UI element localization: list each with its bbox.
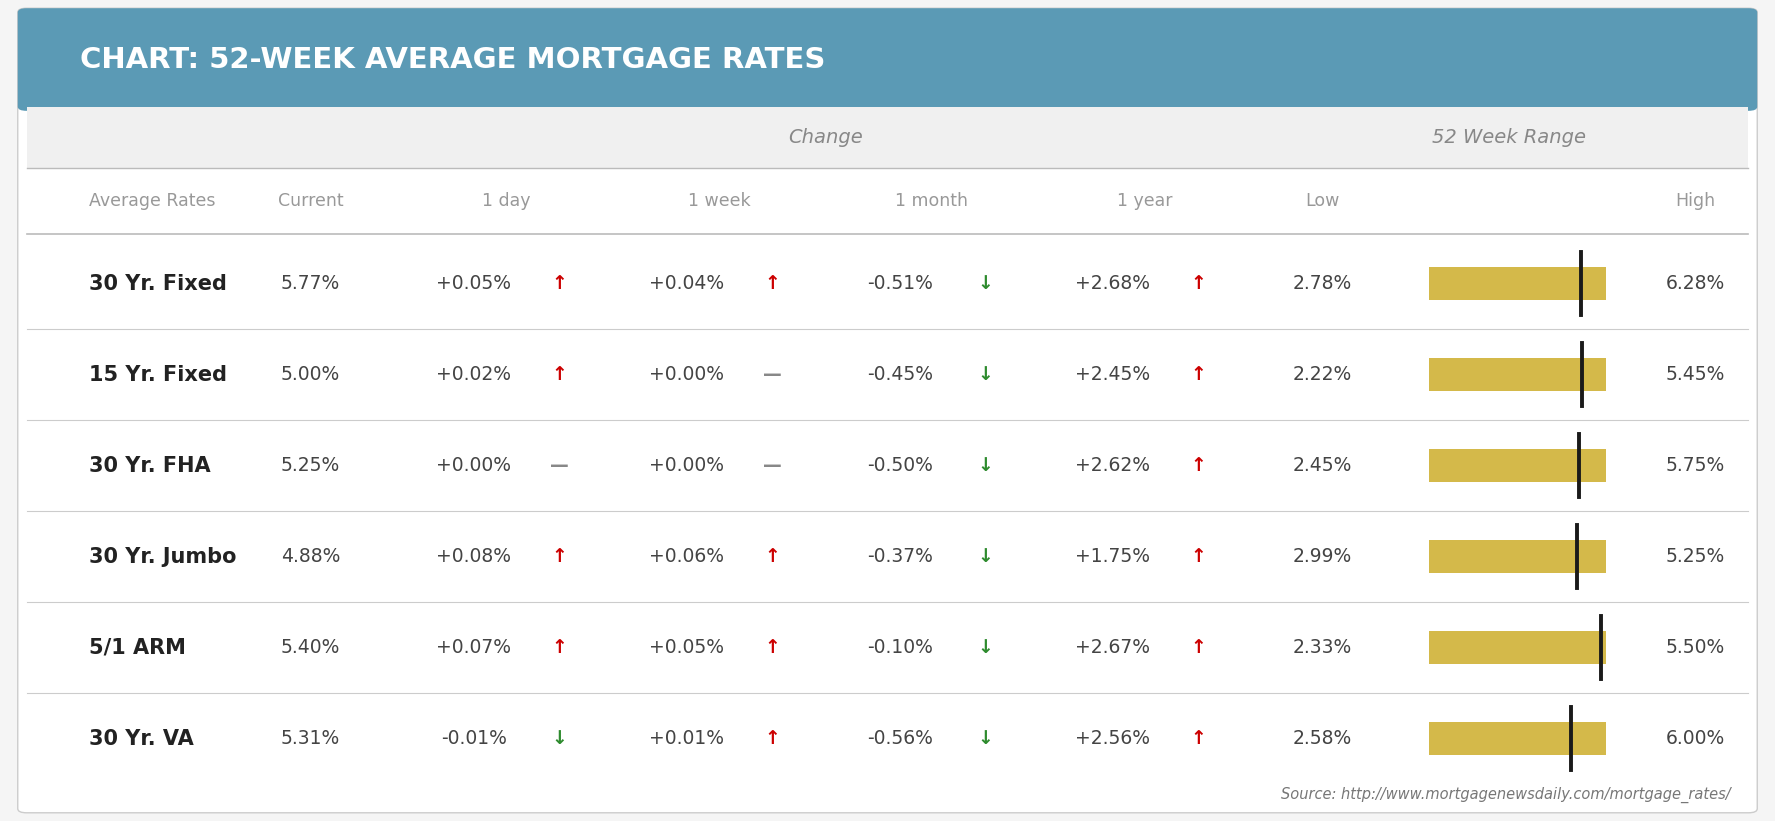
Text: 5.45%: 5.45% xyxy=(1665,365,1725,384)
Text: —: — xyxy=(763,365,781,384)
Text: -0.50%: -0.50% xyxy=(866,456,934,475)
Text: 1 day: 1 day xyxy=(481,192,531,210)
Text: +0.00%: +0.00% xyxy=(437,456,511,475)
Bar xyxy=(1429,540,1606,573)
Text: Current: Current xyxy=(279,192,343,210)
Text: Average Rates: Average Rates xyxy=(89,192,215,210)
Text: 5.77%: 5.77% xyxy=(280,274,341,293)
Text: ↑: ↑ xyxy=(1191,365,1205,384)
Text: ↓: ↓ xyxy=(978,274,992,293)
Text: 5.31%: 5.31% xyxy=(280,729,341,748)
Text: -0.56%: -0.56% xyxy=(866,729,934,748)
Text: ↑: ↑ xyxy=(765,638,779,657)
Text: 5.25%: 5.25% xyxy=(280,456,341,475)
Text: +0.05%: +0.05% xyxy=(437,274,511,293)
Text: 5.40%: 5.40% xyxy=(280,638,341,657)
Text: ↓: ↓ xyxy=(978,547,992,566)
Text: 4.88%: 4.88% xyxy=(280,547,341,566)
Text: 30 Yr. FHA: 30 Yr. FHA xyxy=(89,456,211,475)
Text: 6.00%: 6.00% xyxy=(1665,729,1725,748)
Text: ↑: ↑ xyxy=(552,365,566,384)
Text: 2.58%: 2.58% xyxy=(1292,729,1353,748)
Text: ↑: ↑ xyxy=(765,729,779,748)
Text: +0.00%: +0.00% xyxy=(650,365,724,384)
Text: -0.37%: -0.37% xyxy=(866,547,934,566)
Text: +0.00%: +0.00% xyxy=(650,456,724,475)
Text: 5/1 ARM: 5/1 ARM xyxy=(89,638,186,658)
Text: —: — xyxy=(550,456,568,475)
Text: +2.68%: +2.68% xyxy=(1076,274,1150,293)
Text: ↑: ↑ xyxy=(552,638,566,657)
Text: 2.45%: 2.45% xyxy=(1292,456,1353,475)
FancyBboxPatch shape xyxy=(18,8,1757,813)
Text: Change: Change xyxy=(788,128,863,147)
Text: ↓: ↓ xyxy=(552,729,566,748)
Text: 6.28%: 6.28% xyxy=(1665,274,1725,293)
Text: +0.05%: +0.05% xyxy=(650,638,724,657)
Text: Low: Low xyxy=(1305,192,1340,210)
Text: 2.33%: 2.33% xyxy=(1292,638,1353,657)
Text: 15 Yr. Fixed: 15 Yr. Fixed xyxy=(89,365,227,384)
Text: +2.62%: +2.62% xyxy=(1076,456,1150,475)
Text: CHART: 52-WEEK AVERAGE MORTGAGE RATES: CHART: 52-WEEK AVERAGE MORTGAGE RATES xyxy=(80,45,825,74)
Text: +2.45%: +2.45% xyxy=(1076,365,1150,384)
Text: ↑: ↑ xyxy=(765,547,779,566)
FancyBboxPatch shape xyxy=(18,8,1757,111)
Text: 1 year: 1 year xyxy=(1116,192,1173,210)
Text: +2.56%: +2.56% xyxy=(1076,729,1150,748)
Text: 5.75%: 5.75% xyxy=(1665,456,1725,475)
Text: 30 Yr. Jumbo: 30 Yr. Jumbo xyxy=(89,547,236,566)
Text: +0.06%: +0.06% xyxy=(650,547,724,566)
Text: 2.99%: 2.99% xyxy=(1292,547,1353,566)
Text: 2.78%: 2.78% xyxy=(1292,274,1353,293)
Text: ↓: ↓ xyxy=(978,456,992,475)
Text: ↑: ↑ xyxy=(1191,547,1205,566)
Text: ↑: ↑ xyxy=(1191,638,1205,657)
Bar xyxy=(1429,358,1606,391)
Text: +0.04%: +0.04% xyxy=(650,274,724,293)
Text: 1 week: 1 week xyxy=(687,192,751,210)
Bar xyxy=(1429,267,1606,300)
Text: ↑: ↑ xyxy=(1191,274,1205,293)
Text: ↓: ↓ xyxy=(978,365,992,384)
Text: 52 Week Range: 52 Week Range xyxy=(1432,128,1585,147)
Text: 5.00%: 5.00% xyxy=(280,365,341,384)
Text: +0.02%: +0.02% xyxy=(437,365,511,384)
Text: -0.51%: -0.51% xyxy=(866,274,934,293)
Text: -0.10%: -0.10% xyxy=(866,638,934,657)
Bar xyxy=(1429,449,1606,482)
Bar xyxy=(1429,722,1606,755)
Text: -0.45%: -0.45% xyxy=(866,365,934,384)
Bar xyxy=(27,107,1748,168)
Text: ↑: ↑ xyxy=(1191,729,1205,748)
Text: ↑: ↑ xyxy=(552,274,566,293)
Text: High: High xyxy=(1676,192,1715,210)
Text: ↑: ↑ xyxy=(1191,456,1205,475)
Text: +2.67%: +2.67% xyxy=(1076,638,1150,657)
Bar xyxy=(1429,631,1606,664)
Text: 30 Yr. VA: 30 Yr. VA xyxy=(89,728,193,749)
Text: —: — xyxy=(763,456,781,475)
Text: ↑: ↑ xyxy=(552,547,566,566)
Text: 5.25%: 5.25% xyxy=(1665,547,1725,566)
Text: +0.01%: +0.01% xyxy=(650,729,724,748)
Text: 2.22%: 2.22% xyxy=(1292,365,1353,384)
Text: 1 month: 1 month xyxy=(895,192,969,210)
Text: -0.01%: -0.01% xyxy=(440,729,508,748)
Text: +0.08%: +0.08% xyxy=(437,547,511,566)
Text: Source: http://www.mortgagenewsdaily.com/mortgage_rates/: Source: http://www.mortgagenewsdaily.com… xyxy=(1282,787,1731,803)
Text: 30 Yr. Fixed: 30 Yr. Fixed xyxy=(89,273,227,294)
Text: 5.50%: 5.50% xyxy=(1665,638,1725,657)
Text: +0.07%: +0.07% xyxy=(437,638,511,657)
Text: ↓: ↓ xyxy=(978,638,992,657)
Text: ↑: ↑ xyxy=(765,274,779,293)
Text: +1.75%: +1.75% xyxy=(1076,547,1150,566)
Text: ↓: ↓ xyxy=(978,729,992,748)
